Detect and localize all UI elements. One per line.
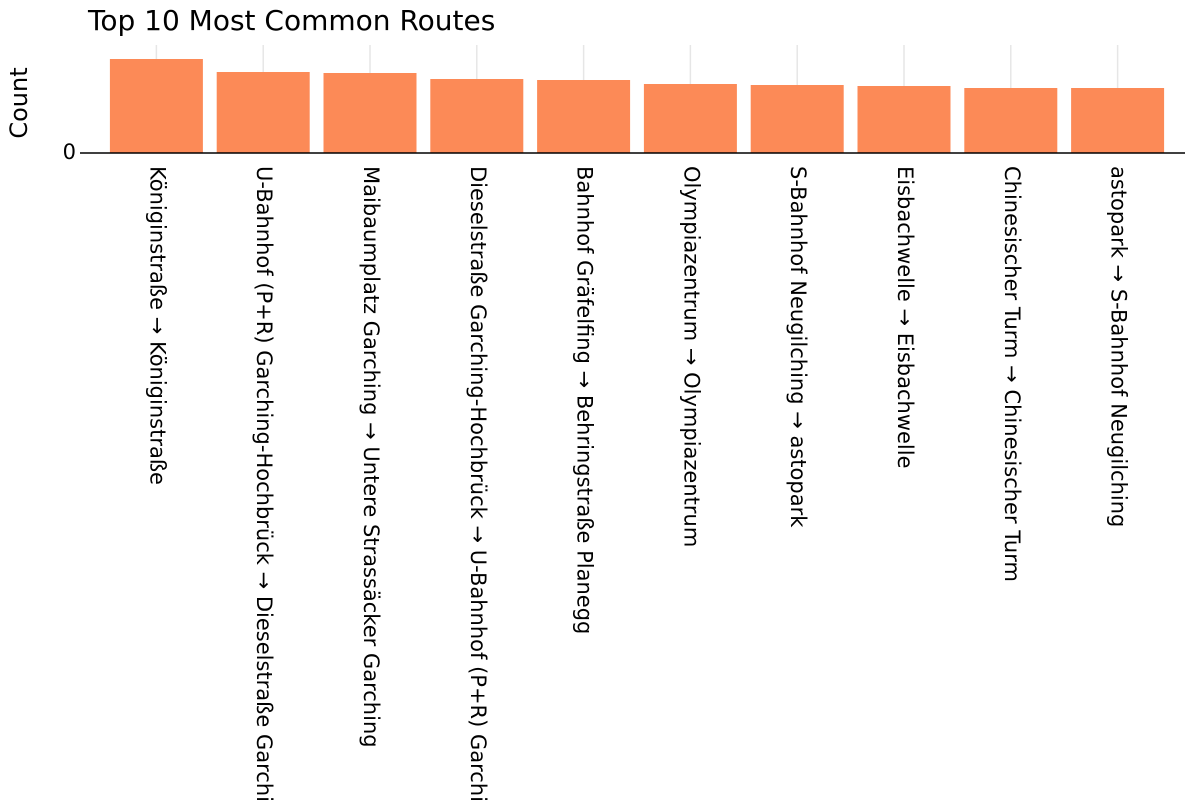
x-tick-label: Bahnhof Gräfelfing → Behringstraße Plane… (573, 166, 597, 634)
x-tick-label: Maibaumplatz Garching → Untere Strassäck… (359, 166, 383, 748)
y-tick-label: 0 (63, 140, 76, 164)
x-tick-label: Eisbachwelle → Eisbachwelle (893, 166, 917, 469)
x-tick-label: astopark → S-Bahnhof Neugilching (1107, 166, 1131, 527)
bar (430, 79, 524, 153)
x-tick-label: Chinesischer Turm → Chinesischer Turm (1000, 166, 1024, 582)
x-tick-label: Dieselstraße Garching-Hochbrück → U-Bahn… (466, 166, 490, 800)
bar (1071, 88, 1165, 153)
bar (643, 84, 737, 153)
y-axis-label: Count (5, 67, 33, 138)
bar (750, 85, 844, 153)
bar (857, 86, 951, 153)
bar (323, 73, 417, 153)
bar (216, 72, 310, 153)
bar (537, 80, 631, 153)
bar (964, 88, 1058, 153)
x-tick-label: S-Bahnhof Neugilching → astopark (786, 166, 810, 528)
x-tick-label: U-Bahnhof (P+R) Garching-Hochbrück → Die… (252, 166, 276, 800)
x-tick-label: Olympiazentrum → Olympiazentrum (679, 166, 703, 547)
bar (109, 59, 203, 153)
chart-title: Top 10 Most Common Routes (87, 4, 495, 37)
x-tick-label: Königinstraße → Königinstraße (145, 166, 169, 485)
